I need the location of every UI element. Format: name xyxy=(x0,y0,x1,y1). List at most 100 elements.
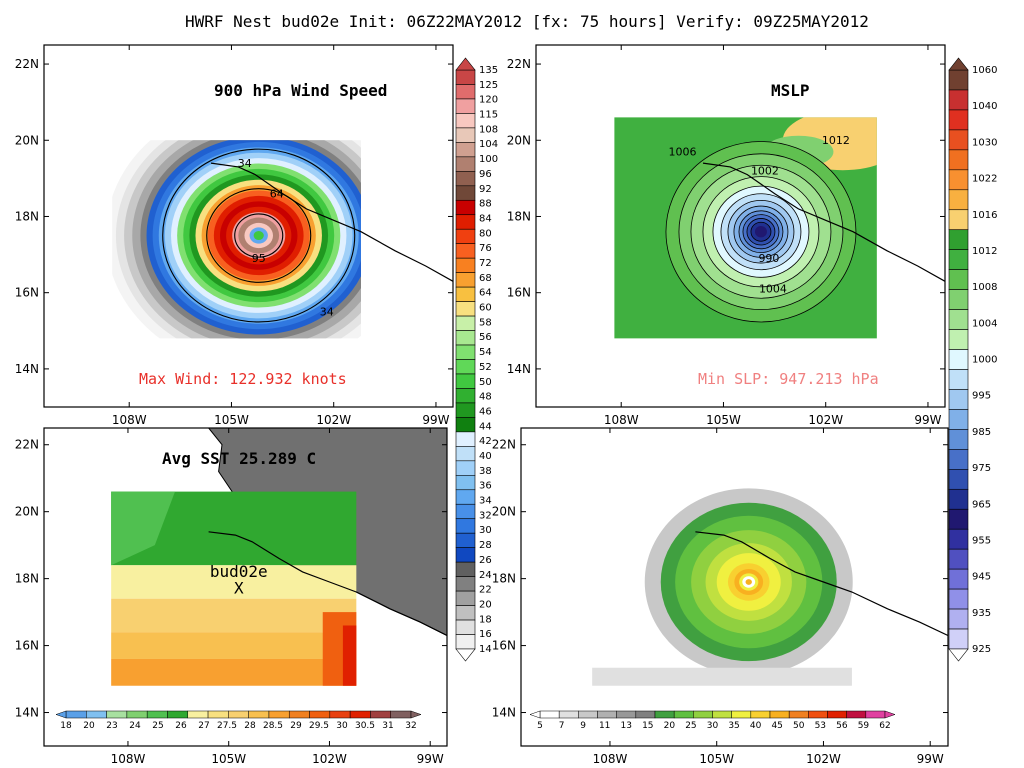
colorbar-precip-swatch xyxy=(731,710,752,719)
colorbar-precip-swatch xyxy=(846,710,867,719)
wind-lon-label: 102W xyxy=(316,413,351,427)
mslp-isobar xyxy=(702,176,820,288)
colorbar-precip-swatch xyxy=(654,710,675,719)
colorbar-precip-label: 50 xyxy=(793,721,805,731)
wind-lat-label: 22N xyxy=(15,57,39,71)
colorbar-wind-swatch xyxy=(455,98,476,114)
precip-lat-label: 18N xyxy=(492,572,516,586)
colorbar-wind-label: 135 xyxy=(479,65,498,76)
colorbar-wind-swatch xyxy=(455,127,476,143)
precip-lon-label: 99W xyxy=(917,752,944,766)
storm-name-label: bud02e xyxy=(210,562,268,581)
colorbar-wind-label: 56 xyxy=(479,332,492,343)
sst-lat-label: 20N xyxy=(15,505,39,519)
wind-contour-label: 95 xyxy=(252,252,266,265)
colorbar-sst-label: 27 xyxy=(198,721,209,731)
precip-lat-label: 22N xyxy=(492,438,516,452)
colorbar-wind-swatch xyxy=(455,446,476,462)
wind-speed-band xyxy=(253,231,264,241)
colorbar-sst-label: 24 xyxy=(129,721,141,731)
mslp-isobar xyxy=(742,214,780,250)
colorbar-precip-swatch xyxy=(578,710,598,719)
colorbar-mslp-swatch xyxy=(948,488,969,510)
colorbar-sst-label: 25 xyxy=(152,721,163,731)
colorbar-mslp-swatch xyxy=(948,329,969,350)
colorbar-precip-swatch xyxy=(827,710,847,719)
colorbar-mslp-swatch xyxy=(948,429,969,450)
colorbar-sst-label: 26 xyxy=(175,721,187,731)
colorbar-sst-swatch xyxy=(288,710,310,719)
storm-position-marker: X xyxy=(234,579,244,598)
colorbar-wind-label: 14 xyxy=(479,644,492,655)
colorbar-mslp-swatch xyxy=(948,69,969,91)
wind-lat-label: 18N xyxy=(15,209,39,223)
mslp-frame xyxy=(535,44,946,408)
colorbar-mslp-label: 975 xyxy=(972,463,991,474)
wind-contour xyxy=(162,148,356,323)
colorbar-wind-label: 96 xyxy=(479,169,492,180)
colorbar-precip-label: 15 xyxy=(642,721,653,731)
colorbar-wind-swatch xyxy=(455,257,476,273)
colorbar-mslp-swatch xyxy=(948,229,969,250)
panel-mslp: 1006 1002 990 1004 1012 MSLP Min SLP: 947.213 … xyxy=(507,44,946,427)
colorbar-precip-label: 45 xyxy=(771,721,782,731)
colorbar-sst-label: 30 xyxy=(336,721,348,731)
mslp-contour-label: 990 xyxy=(758,252,779,265)
colorbar-mslp-swatch xyxy=(948,349,969,370)
colorbar-sst-swatch xyxy=(126,710,148,719)
sst-band xyxy=(111,565,357,599)
colorbar-precip-swatch xyxy=(712,710,732,719)
mslp-lon-label: 105W xyxy=(706,413,741,427)
colorbar-wind-swatch xyxy=(455,214,476,230)
colorbar-mslp-label: 1040 xyxy=(972,101,997,112)
mslp-isobar xyxy=(733,205,789,258)
sst-lat-label: 16N xyxy=(15,639,39,653)
colorbar-wind-label: 104 xyxy=(479,139,498,150)
sst-lon-label: 99W xyxy=(417,752,444,766)
colorbar-wind-label: 50 xyxy=(479,377,492,388)
colorbar-wind-label: 32 xyxy=(479,510,492,521)
precip-coastline xyxy=(695,531,949,637)
mslp-pressure-band xyxy=(754,226,767,238)
colorbar-precip-swatch xyxy=(558,710,579,719)
colorbar-sst-swatch xyxy=(228,710,249,719)
colorbar-wind-label: 46 xyxy=(479,406,492,417)
colorbar-sst-swatch xyxy=(167,710,189,719)
mslp-isobar xyxy=(746,218,776,246)
mslp-isobar xyxy=(665,141,857,323)
colorbar-wind-swatch xyxy=(455,330,476,346)
colorbar-wind-label: 54 xyxy=(479,347,492,358)
colorbar-wind-swatch xyxy=(455,272,476,288)
sst-band xyxy=(111,632,357,659)
colorbar-mslp-label: 955 xyxy=(972,535,991,546)
colorbar-wind-label: 60 xyxy=(479,303,492,314)
colorbar-mslp: 1060 1040 1030 1022 1016 1012 1008 1004 1000 995 9… xyxy=(948,57,997,662)
panel-wind-speed: 34 64 95 34 900 hPa Wind Speed Max Wind: 122.… xyxy=(15,44,454,427)
colorbar-mslp-swatch xyxy=(948,608,969,630)
colorbar-sst-label: 30.5 xyxy=(355,721,375,731)
colorbar-wind: 135 125 120 115 108 104 100 96 92 88 84 80 76 72 68 64 6… xyxy=(455,57,498,662)
colorbar-mslp-swatch xyxy=(948,249,969,270)
colorbar-wind-swatch xyxy=(455,634,476,650)
colorbar-precip-swatch xyxy=(769,710,790,719)
colorbar-sst-swatch xyxy=(329,710,351,719)
colorbar-mslp-label: 985 xyxy=(972,427,991,438)
mslp-panel-title: MSLP xyxy=(771,81,810,100)
mslp-contour-label: 1006 xyxy=(669,146,697,159)
colorbar-wind-label: 38 xyxy=(479,466,492,477)
colorbar-sst-swatch xyxy=(370,710,391,719)
colorbar-mslp-swatch xyxy=(948,129,969,151)
mslp-lon-label: 102W xyxy=(808,413,843,427)
colorbar-sst-swatch xyxy=(268,710,290,719)
colorbar-wind-swatch xyxy=(455,547,476,563)
colorbar-precip-swatch xyxy=(693,710,713,719)
colorbar-sst-label: 29 xyxy=(290,721,302,731)
colorbar-sst-right-arrow xyxy=(410,710,422,719)
colorbar-sst-label: 31 xyxy=(382,721,393,731)
colorbar-sst-swatch xyxy=(349,710,371,719)
precip-lon-label: 108W xyxy=(593,752,628,766)
wind-panel-title: 900 hPa Wind Speed xyxy=(214,81,387,100)
colorbar-mslp-swatch xyxy=(948,628,969,650)
colorbar-precip-swatch xyxy=(865,710,886,719)
